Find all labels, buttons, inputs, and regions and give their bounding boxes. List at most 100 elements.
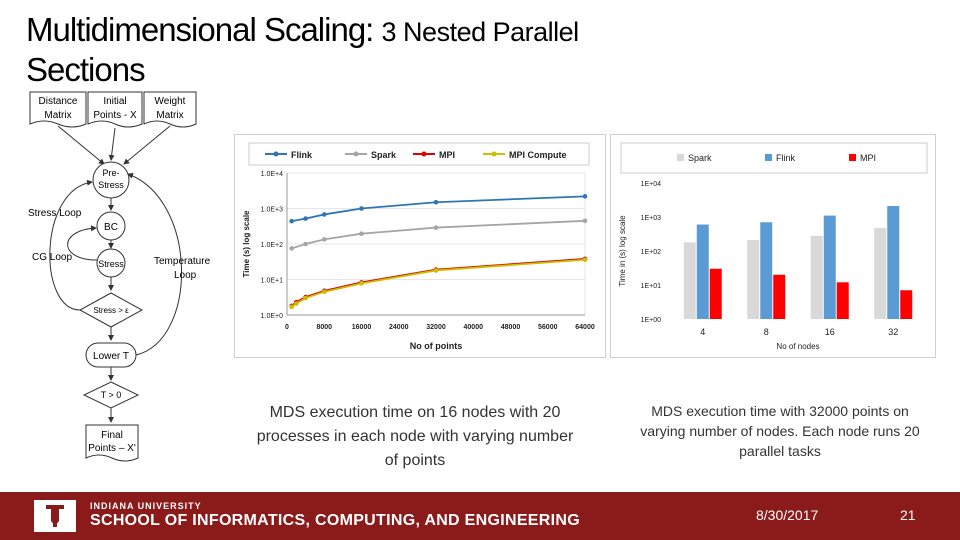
node-lower-t: Lower T xyxy=(85,342,137,368)
y-tick-label: 1.0E+2 xyxy=(261,242,283,249)
legend-swatch-mpi xyxy=(849,154,856,161)
svg-text:Weight: Weight xyxy=(155,96,186,107)
data-point-mpi-compute xyxy=(303,295,308,301)
x-tick-label: 32000 xyxy=(426,324,446,331)
x-tick-label: 48000 xyxy=(501,324,521,331)
output-final-points: Final Points – X' xyxy=(85,424,139,462)
svg-text:Matrix: Matrix xyxy=(44,110,71,121)
bar-mpi-16 xyxy=(836,282,849,319)
label-temperature: Temperature xyxy=(154,256,211,267)
school-name: SCHOOL OF INFORMATICS, COMPUTING, AND EN… xyxy=(90,512,580,529)
legend-label-flink: Flink xyxy=(776,153,796,163)
legend-label-mpi-compute: MPI Compute xyxy=(509,150,567,160)
x-tick-label: 8 xyxy=(764,327,769,337)
x-tick-label: 32 xyxy=(888,327,898,337)
y-tick-label: 1.0E+1 xyxy=(261,278,283,285)
data-point-flink xyxy=(303,216,308,221)
x-tick-label: 40000 xyxy=(464,324,484,331)
data-point-spark xyxy=(289,246,294,251)
svg-text:Lower T: Lower T xyxy=(93,351,129,362)
title-line2: Sections xyxy=(26,51,146,89)
x-tick-label: 56000 xyxy=(538,324,558,331)
x-tick-label: 24000 xyxy=(389,324,409,331)
svg-text:Distance: Distance xyxy=(39,96,78,107)
slide-title: Multidimensional Scaling: 3 Nested Paral… xyxy=(26,10,579,91)
node-t-check: T > 0 xyxy=(82,381,140,409)
series-line-mpi xyxy=(291,258,586,307)
x-tick-label: 0 xyxy=(285,324,289,331)
data-point-mpi-compute xyxy=(359,281,364,286)
data-point-spark xyxy=(303,241,308,247)
y-tick-label: 1E+01 xyxy=(641,283,662,290)
input-weight-matrix: Weight Matrix xyxy=(143,91,197,128)
bar-spark-4 xyxy=(683,242,696,319)
node-bc: BC xyxy=(96,211,126,241)
slide-number: 21 xyxy=(900,507,916,523)
svg-text:Stress: Stress xyxy=(98,180,124,190)
data-point-flink xyxy=(433,199,439,205)
node-stress-check: Stress > ε xyxy=(78,292,144,328)
legend-swatch-flink xyxy=(765,154,772,161)
y-tick-label: 1.0E+0 xyxy=(261,313,283,320)
university-name: INDIANA UNIVERSITY xyxy=(90,501,202,511)
data-point-spark xyxy=(433,225,439,230)
svg-text:Matrix: Matrix xyxy=(156,110,183,121)
label-loop: Loop xyxy=(174,270,197,281)
y-tick-label: 1E+00 xyxy=(641,317,662,324)
line-chart: Flink Spark MPI MPI Compute 1.0E+0 1.0E+1 1.0E… xyxy=(234,134,606,358)
legend-label-mpi: MPI xyxy=(860,153,876,163)
y-tick-label: 1.0E+4 xyxy=(261,171,283,178)
legend-marker-mpi-compute xyxy=(491,151,497,157)
svg-text:Final: Final xyxy=(101,430,123,441)
title-main: Multidimensional Scaling: xyxy=(26,11,374,48)
label-cg-loop: CG Loop xyxy=(32,252,72,263)
bar-mpi-4 xyxy=(709,268,722,319)
svg-text:Stress: Stress xyxy=(98,259,124,269)
chart2-legend xyxy=(620,142,928,174)
bar-spark-8 xyxy=(747,240,760,319)
legend-swatch-spark xyxy=(677,154,684,161)
data-point-mpi-compute xyxy=(321,289,327,295)
x-tick-label: 16000 xyxy=(352,324,372,331)
bar-spark-32 xyxy=(874,227,887,319)
bar-flink-8 xyxy=(760,222,773,319)
data-point-spark xyxy=(582,218,588,224)
flowchart: Distance Matrix Initial Points - X Weigh… xyxy=(28,91,211,462)
x-tick-label: 4 xyxy=(700,327,705,337)
bar-spark-16 xyxy=(810,235,823,319)
slide-date: 8/30/2017 xyxy=(756,507,819,523)
y-axis-title: Time (s) log scale xyxy=(242,210,251,278)
x-tick-label: 64000 xyxy=(575,324,595,331)
input-distance-matrix: Distance Matrix xyxy=(29,91,87,128)
x-axis-title: No of points xyxy=(410,341,463,351)
bar-flink-16 xyxy=(823,215,836,319)
data-point-mpi-compute xyxy=(582,257,588,263)
caption-right: MDS execution time with 32000 points on … xyxy=(640,403,920,459)
legend-label-spark: Spark xyxy=(371,150,397,160)
input-initial-points: Initial Points - X xyxy=(87,91,143,128)
data-point-mpi-compute xyxy=(294,301,299,306)
svg-text:Points – X': Points – X' xyxy=(88,443,136,454)
y-axis-title: Time in (s) log scale xyxy=(618,215,627,287)
svg-text:Points - X: Points - X xyxy=(93,110,137,121)
footer-bar: INDIANA UNIVERSITY SCHOOL OF INFORMATICS… xyxy=(0,492,960,540)
bar-mpi-8 xyxy=(773,274,786,319)
bar-flink-4 xyxy=(696,224,709,319)
bar-chart: Spark Flink MPI 1E+00 1E+01 1E+02 1E+03 1E+04 4 8… xyxy=(610,134,936,358)
y-tick-label: 1E+04 xyxy=(641,181,662,188)
label-stress-loop: Stress Loop xyxy=(28,208,82,219)
data-point-spark xyxy=(359,231,364,237)
data-point-flink xyxy=(359,206,364,211)
y-tick-label: 1.0E+3 xyxy=(261,207,283,214)
data-point-spark xyxy=(321,237,327,242)
x-tick-label: 8000 xyxy=(316,324,332,331)
node-stress: Stress xyxy=(96,248,126,278)
x-tick-label: 16 xyxy=(825,327,835,337)
series-line-spark xyxy=(291,219,586,250)
data-point-mpi-compute xyxy=(433,268,439,273)
legend-label-flink: Flink xyxy=(291,150,313,160)
legend-label-mpi: MPI xyxy=(439,150,455,160)
bar-mpi-32 xyxy=(900,290,913,319)
svg-text:BC: BC xyxy=(104,222,118,233)
iu-logo xyxy=(34,500,76,532)
